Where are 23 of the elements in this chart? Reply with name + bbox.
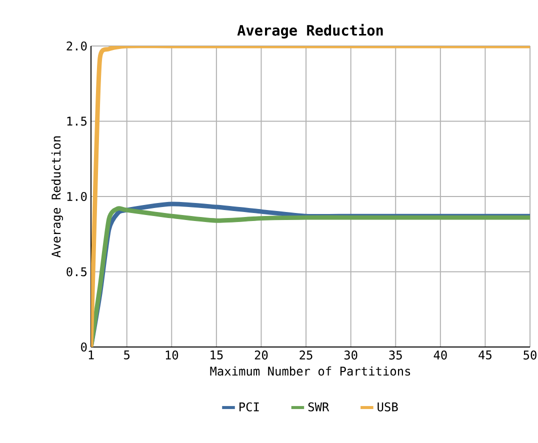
legend-label: PCI (240, 402, 259, 412)
x-tick-label: 50 (524, 350, 536, 360)
x-tick-label: 15 (210, 350, 223, 360)
x-axis-title: Maximum Number of Partitions (210, 366, 410, 376)
y-tick-label: 2.0 (66, 41, 87, 51)
y-tick-label: 0.5 (66, 267, 87, 276)
line-series (91, 46, 530, 347)
x-tick-label: 5 (124, 350, 130, 360)
x-tick-label: 35 (389, 350, 402, 360)
chart-title: Average Reduction (237, 24, 383, 38)
y-tick-label: 0 (81, 342, 87, 352)
x-tick-label: 20 (254, 350, 268, 360)
y-tick-label: 1.0 (67, 192, 87, 202)
x-tick-label: 25 (300, 350, 312, 360)
y-axis-title: Average Reduction (51, 136, 64, 258)
y-tick-label: 1.5 (67, 116, 87, 126)
legend-label: USB (378, 402, 398, 412)
x-tick-label: 45 (478, 350, 492, 360)
x-tick-label: 10 (166, 350, 178, 360)
x-tick-label: 40 (434, 350, 447, 360)
legend-label: SWR (308, 402, 330, 412)
x-tick-label: 30 (344, 350, 358, 360)
x-tick-label: 1 (88, 350, 94, 360)
